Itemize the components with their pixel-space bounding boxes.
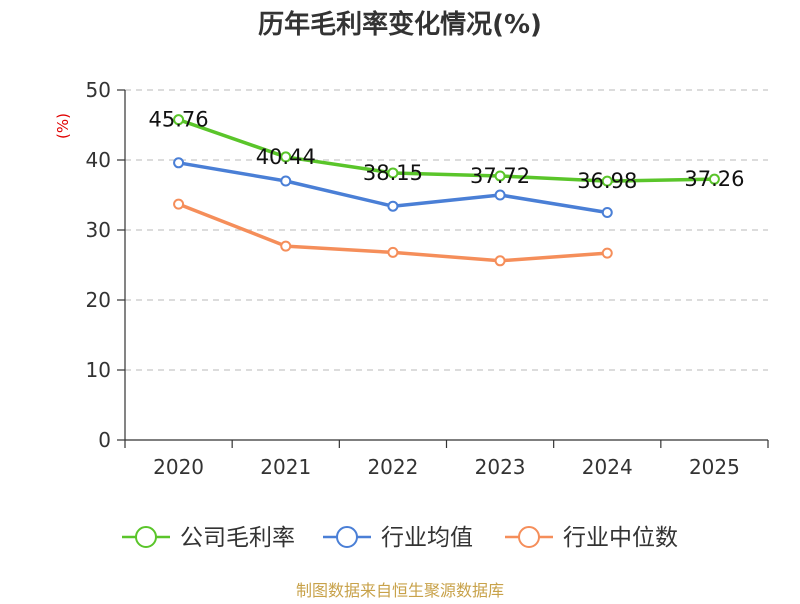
data-point [601,247,613,259]
legend-marker [336,526,358,548]
data-point [387,246,399,258]
data-label: 45.76 [149,108,209,132]
data-point [601,175,613,187]
x-tick-label: 2025 [689,455,740,479]
data-point [494,255,506,267]
data-point [173,114,185,126]
y-axis-unit: (%) [54,113,72,139]
axes: 0 10 20 30 40 50 2020 2021 2022 2023 2024 2025 [86,78,769,479]
legend-label: 行业均值 [381,525,473,551]
data-point [280,240,292,252]
x-tick-label: 2020 [153,455,204,479]
legend-label: 行业中位数 [563,525,678,551]
data-point [494,189,506,201]
data-label: 37.26 [684,167,744,191]
y-tick-label: 0 [98,428,111,452]
data-point [173,198,185,210]
legend-marker [135,526,157,548]
data-labels: 45.76 40.44 38.15 37.72 36.98 37.26 [149,108,745,193]
y-tick-label: 40 [86,148,111,172]
data-label: 38.15 [363,161,423,185]
data-label: 37.72 [470,164,530,188]
data-label: 40.44 [256,145,316,169]
x-tick-label: 2023 [475,455,526,479]
x-tick-label: 2022 [367,455,418,479]
data-point [708,173,720,185]
source-note: 制图数据来自恒生聚源数据库 [296,581,504,600]
y-tick-label: 50 [86,78,111,102]
data-point [387,200,399,212]
chart-title: 历年毛利率变化情况(%) [258,9,542,40]
legend: 公司毛利率 行业均值 行业中位数 [122,525,678,551]
y-tick-label: 30 [86,218,111,242]
data-point [173,157,185,169]
series-lines [173,114,720,267]
data-point [601,207,613,218]
grid-lines [125,89,768,371]
series-line-0 [176,117,717,183]
y-tick-label: 20 [86,288,111,312]
x-tick-label: 2024 [582,455,633,479]
x-tick-label: 2021 [260,455,311,479]
y-tick-label: 10 [86,358,111,382]
data-point [387,167,399,179]
data-label: 36.98 [577,169,637,193]
data-point [280,151,292,163]
legend-marker [518,526,540,548]
legend-label: 公司毛利率 [180,525,295,551]
data-point [280,175,292,187]
data-point [494,170,506,182]
